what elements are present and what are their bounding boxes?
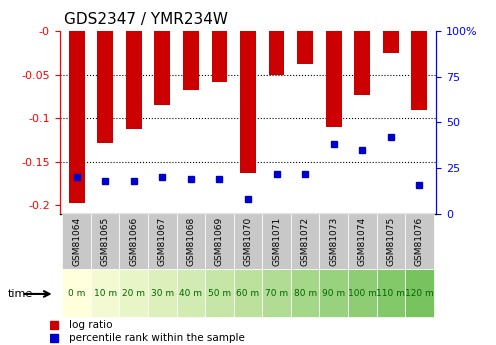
Bar bbox=[205, 214, 234, 269]
Text: 70 m: 70 m bbox=[265, 289, 288, 298]
Text: GSM81069: GSM81069 bbox=[215, 217, 224, 266]
Text: GSM81072: GSM81072 bbox=[301, 217, 310, 266]
Text: GSM81074: GSM81074 bbox=[358, 217, 367, 266]
Text: GSM81064: GSM81064 bbox=[72, 217, 81, 266]
Bar bbox=[177, 214, 205, 269]
Text: 20 m: 20 m bbox=[123, 289, 145, 298]
Bar bbox=[126, 31, 142, 129]
Bar bbox=[269, 31, 284, 76]
Text: GSM81071: GSM81071 bbox=[272, 217, 281, 266]
Text: 0 m: 0 m bbox=[68, 289, 85, 298]
Text: time: time bbox=[7, 289, 33, 299]
Text: 110 m: 110 m bbox=[376, 289, 405, 298]
Bar bbox=[97, 31, 113, 142]
Text: GSM81075: GSM81075 bbox=[386, 217, 395, 266]
Bar bbox=[205, 269, 234, 317]
Text: GSM81065: GSM81065 bbox=[101, 217, 110, 266]
Text: 80 m: 80 m bbox=[294, 289, 316, 298]
Bar bbox=[383, 31, 399, 53]
Bar bbox=[240, 31, 256, 173]
Bar bbox=[91, 269, 120, 317]
Text: GDS2347 / YMR234W: GDS2347 / YMR234W bbox=[64, 12, 229, 27]
Bar bbox=[376, 214, 405, 269]
Bar bbox=[212, 31, 227, 81]
Text: GSM81073: GSM81073 bbox=[329, 217, 338, 266]
Bar bbox=[297, 31, 313, 64]
Bar bbox=[291, 214, 319, 269]
Text: 10 m: 10 m bbox=[94, 289, 117, 298]
Bar bbox=[405, 214, 434, 269]
Bar bbox=[291, 269, 319, 317]
Text: 100 m: 100 m bbox=[348, 289, 376, 298]
Text: 30 m: 30 m bbox=[151, 289, 174, 298]
Bar bbox=[405, 269, 434, 317]
Text: 60 m: 60 m bbox=[237, 289, 259, 298]
Bar bbox=[354, 31, 370, 95]
Bar bbox=[69, 31, 84, 204]
Bar bbox=[154, 31, 170, 105]
Bar bbox=[91, 214, 120, 269]
Text: log ratio: log ratio bbox=[68, 320, 112, 330]
Text: GSM81066: GSM81066 bbox=[129, 217, 138, 266]
Bar bbox=[412, 31, 427, 110]
Text: 40 m: 40 m bbox=[180, 289, 202, 298]
Bar bbox=[62, 214, 91, 269]
Text: percentile rank within the sample: percentile rank within the sample bbox=[68, 334, 245, 343]
Text: GSM81068: GSM81068 bbox=[186, 217, 195, 266]
Bar bbox=[120, 269, 148, 317]
Bar bbox=[148, 214, 177, 269]
Bar bbox=[234, 214, 262, 269]
Bar bbox=[319, 214, 348, 269]
Bar bbox=[177, 269, 205, 317]
Bar bbox=[376, 269, 405, 317]
Text: 50 m: 50 m bbox=[208, 289, 231, 298]
Text: GSM81067: GSM81067 bbox=[158, 217, 167, 266]
Text: 120 m: 120 m bbox=[405, 289, 434, 298]
Text: GSM81070: GSM81070 bbox=[244, 217, 252, 266]
Bar bbox=[326, 31, 342, 127]
Text: GSM81076: GSM81076 bbox=[415, 217, 424, 266]
Bar bbox=[262, 269, 291, 317]
Bar bbox=[234, 269, 262, 317]
Bar bbox=[120, 214, 148, 269]
Bar bbox=[148, 269, 177, 317]
Text: 90 m: 90 m bbox=[322, 289, 345, 298]
Bar bbox=[62, 269, 91, 317]
Bar bbox=[262, 214, 291, 269]
Bar bbox=[183, 31, 199, 90]
Bar bbox=[348, 214, 376, 269]
Bar bbox=[319, 269, 348, 317]
Bar bbox=[348, 269, 376, 317]
